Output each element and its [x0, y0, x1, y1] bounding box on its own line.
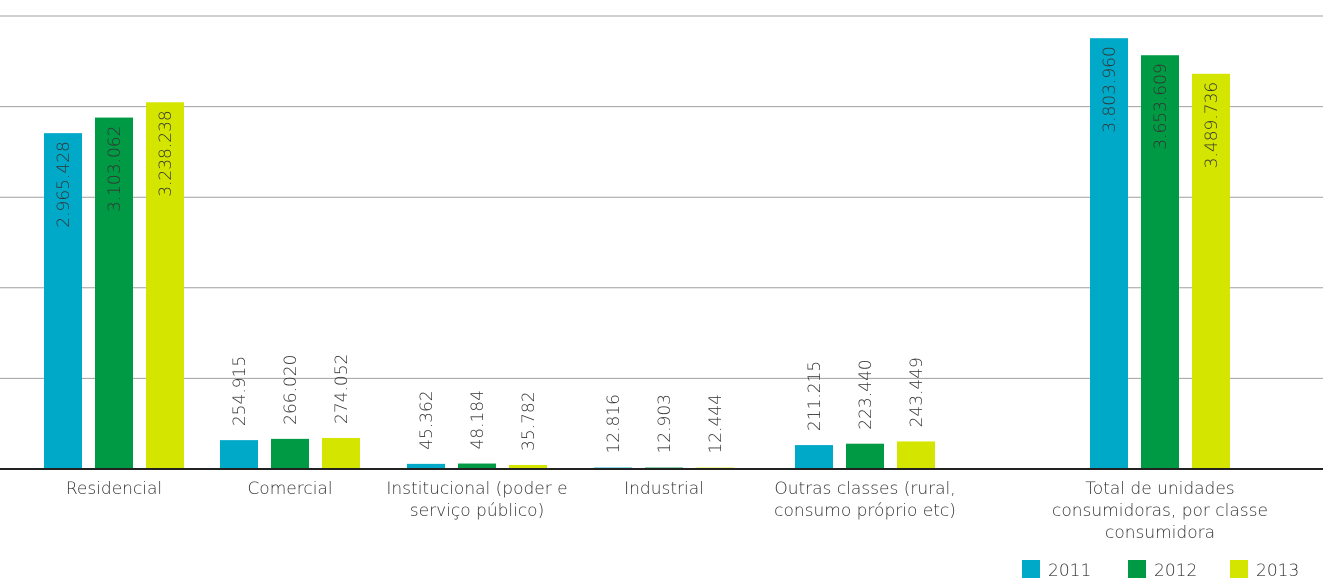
bar — [44, 133, 82, 469]
x-tick-label: Industrial — [624, 479, 704, 499]
bar — [1090, 38, 1128, 469]
value-label: 266.020 — [281, 355, 301, 425]
bar — [146, 102, 184, 470]
legend-label: 2013 — [1256, 561, 1299, 581]
legend-label: 2011 — [1048, 561, 1091, 581]
bar — [322, 437, 360, 469]
legend-swatch — [1128, 560, 1146, 578]
bar — [220, 440, 258, 469]
value-label: 3.803.960 — [1100, 46, 1120, 133]
value-label: 254.915 — [230, 356, 250, 426]
bar — [407, 463, 445, 469]
value-label: 2.965.428 — [54, 141, 74, 228]
value-label: 12.444 — [706, 394, 726, 453]
value-label: 3.238.238 — [156, 110, 176, 197]
value-label: 274.052 — [332, 354, 352, 424]
bar — [271, 438, 309, 469]
x-tick-label: Residencial — [65, 479, 163, 499]
value-label: 3.653.609 — [1151, 63, 1171, 150]
x-tick-label: Outras classes (rural, consumo próprio e… — [774, 479, 956, 521]
bar — [795, 445, 833, 469]
legend-swatch — [1022, 560, 1040, 578]
value-label: 35.782 — [519, 391, 539, 450]
x-tick-label: Total de unidades consumidoras, por clas… — [1052, 479, 1268, 543]
x-tick-label: Comercial — [247, 479, 333, 499]
value-label: 3.489.736 — [1202, 82, 1222, 169]
bar — [95, 117, 133, 469]
value-label: 12.816 — [604, 394, 624, 453]
bar — [1192, 73, 1230, 469]
bar — [1141, 55, 1179, 469]
bar — [846, 443, 884, 469]
bar — [897, 441, 935, 469]
legend-label: 2012 — [1154, 561, 1197, 581]
legend-swatch — [1230, 560, 1248, 578]
bar — [458, 463, 496, 469]
value-label: 211.215 — [805, 361, 825, 431]
value-label: 12.903 — [655, 394, 675, 453]
value-label: 48.184 — [468, 390, 488, 449]
value-label: 45.362 — [417, 390, 437, 449]
value-label: 243.449 — [907, 357, 927, 427]
value-label: 3.103.062 — [105, 126, 125, 213]
bar — [509, 464, 547, 469]
value-label: 223.440 — [856, 359, 876, 429]
x-tick-label: Institucional (poder e serviço público) — [386, 479, 568, 521]
